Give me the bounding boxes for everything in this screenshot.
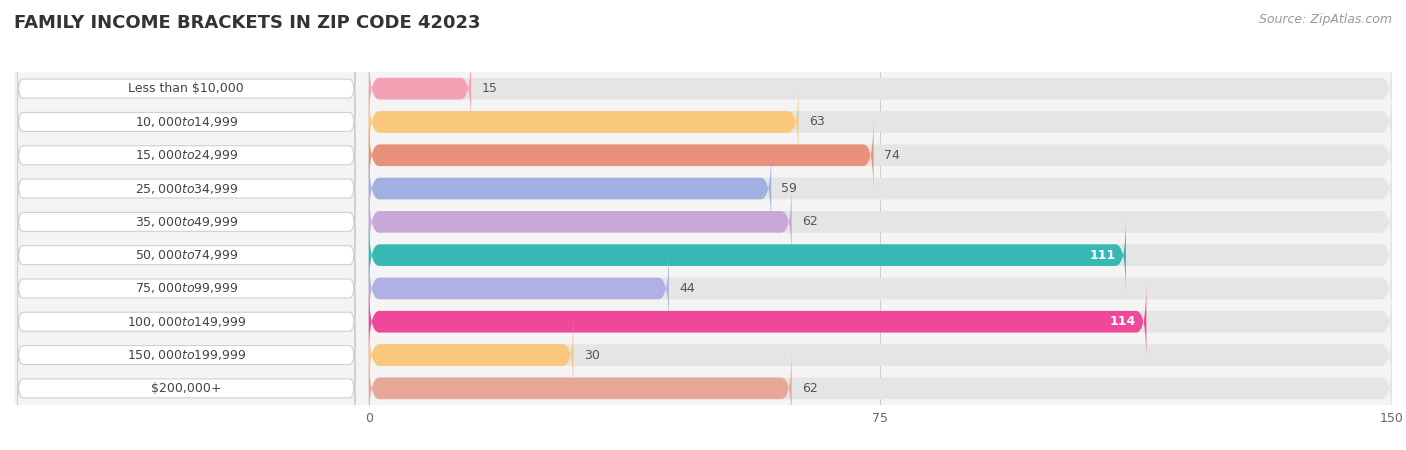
FancyBboxPatch shape (368, 50, 471, 128)
Text: Source: ZipAtlas.com: Source: ZipAtlas.com (1258, 14, 1392, 27)
Text: 62: 62 (801, 216, 818, 228)
Text: 114: 114 (1109, 315, 1136, 328)
FancyBboxPatch shape (17, 371, 356, 405)
FancyBboxPatch shape (368, 83, 1392, 161)
FancyBboxPatch shape (17, 271, 356, 306)
Text: 63: 63 (808, 116, 824, 128)
FancyBboxPatch shape (14, 72, 1392, 105)
FancyBboxPatch shape (14, 338, 1392, 372)
Text: $10,000 to $14,999: $10,000 to $14,999 (135, 115, 238, 129)
FancyBboxPatch shape (17, 205, 356, 239)
Text: $150,000 to $199,999: $150,000 to $199,999 (127, 348, 246, 362)
Text: $35,000 to $49,999: $35,000 to $49,999 (135, 215, 238, 229)
FancyBboxPatch shape (368, 249, 669, 328)
FancyBboxPatch shape (368, 116, 1392, 194)
Text: 111: 111 (1090, 249, 1116, 261)
Text: $200,000+: $200,000+ (150, 382, 222, 395)
Text: 62: 62 (801, 382, 818, 395)
FancyBboxPatch shape (17, 305, 356, 339)
FancyBboxPatch shape (14, 105, 1392, 139)
FancyBboxPatch shape (14, 139, 1392, 172)
Text: 59: 59 (782, 182, 797, 195)
Text: $100,000 to $149,999: $100,000 to $149,999 (127, 315, 246, 329)
FancyBboxPatch shape (14, 305, 1392, 338)
Text: 44: 44 (679, 282, 695, 295)
FancyBboxPatch shape (368, 83, 799, 161)
FancyBboxPatch shape (368, 183, 1392, 261)
FancyBboxPatch shape (368, 349, 792, 427)
FancyBboxPatch shape (368, 216, 1126, 294)
FancyBboxPatch shape (368, 216, 1392, 294)
FancyBboxPatch shape (368, 50, 1392, 128)
FancyBboxPatch shape (368, 249, 1392, 328)
FancyBboxPatch shape (368, 349, 1392, 427)
FancyBboxPatch shape (17, 338, 356, 372)
FancyBboxPatch shape (14, 238, 1392, 272)
FancyBboxPatch shape (368, 283, 1392, 361)
FancyBboxPatch shape (368, 316, 1392, 394)
Text: FAMILY INCOME BRACKETS IN ZIP CODE 42023: FAMILY INCOME BRACKETS IN ZIP CODE 42023 (14, 14, 481, 32)
Text: $15,000 to $24,999: $15,000 to $24,999 (135, 148, 238, 162)
FancyBboxPatch shape (368, 116, 873, 194)
Text: 15: 15 (481, 82, 498, 95)
Text: $25,000 to $34,999: $25,000 to $34,999 (135, 181, 238, 196)
Text: Less than $10,000: Less than $10,000 (128, 82, 245, 95)
Text: $75,000 to $99,999: $75,000 to $99,999 (135, 281, 238, 296)
Text: 74: 74 (884, 149, 900, 162)
FancyBboxPatch shape (368, 316, 574, 394)
FancyBboxPatch shape (368, 183, 792, 261)
FancyBboxPatch shape (368, 149, 1392, 228)
FancyBboxPatch shape (14, 205, 1392, 239)
FancyBboxPatch shape (14, 172, 1392, 205)
Text: 30: 30 (583, 349, 599, 361)
FancyBboxPatch shape (17, 105, 356, 139)
FancyBboxPatch shape (17, 138, 356, 172)
FancyBboxPatch shape (368, 149, 772, 228)
FancyBboxPatch shape (17, 238, 356, 272)
FancyBboxPatch shape (17, 171, 356, 206)
FancyBboxPatch shape (368, 283, 1146, 361)
FancyBboxPatch shape (17, 72, 356, 106)
Text: $50,000 to $74,999: $50,000 to $74,999 (135, 248, 238, 262)
FancyBboxPatch shape (14, 272, 1392, 305)
FancyBboxPatch shape (14, 372, 1392, 405)
